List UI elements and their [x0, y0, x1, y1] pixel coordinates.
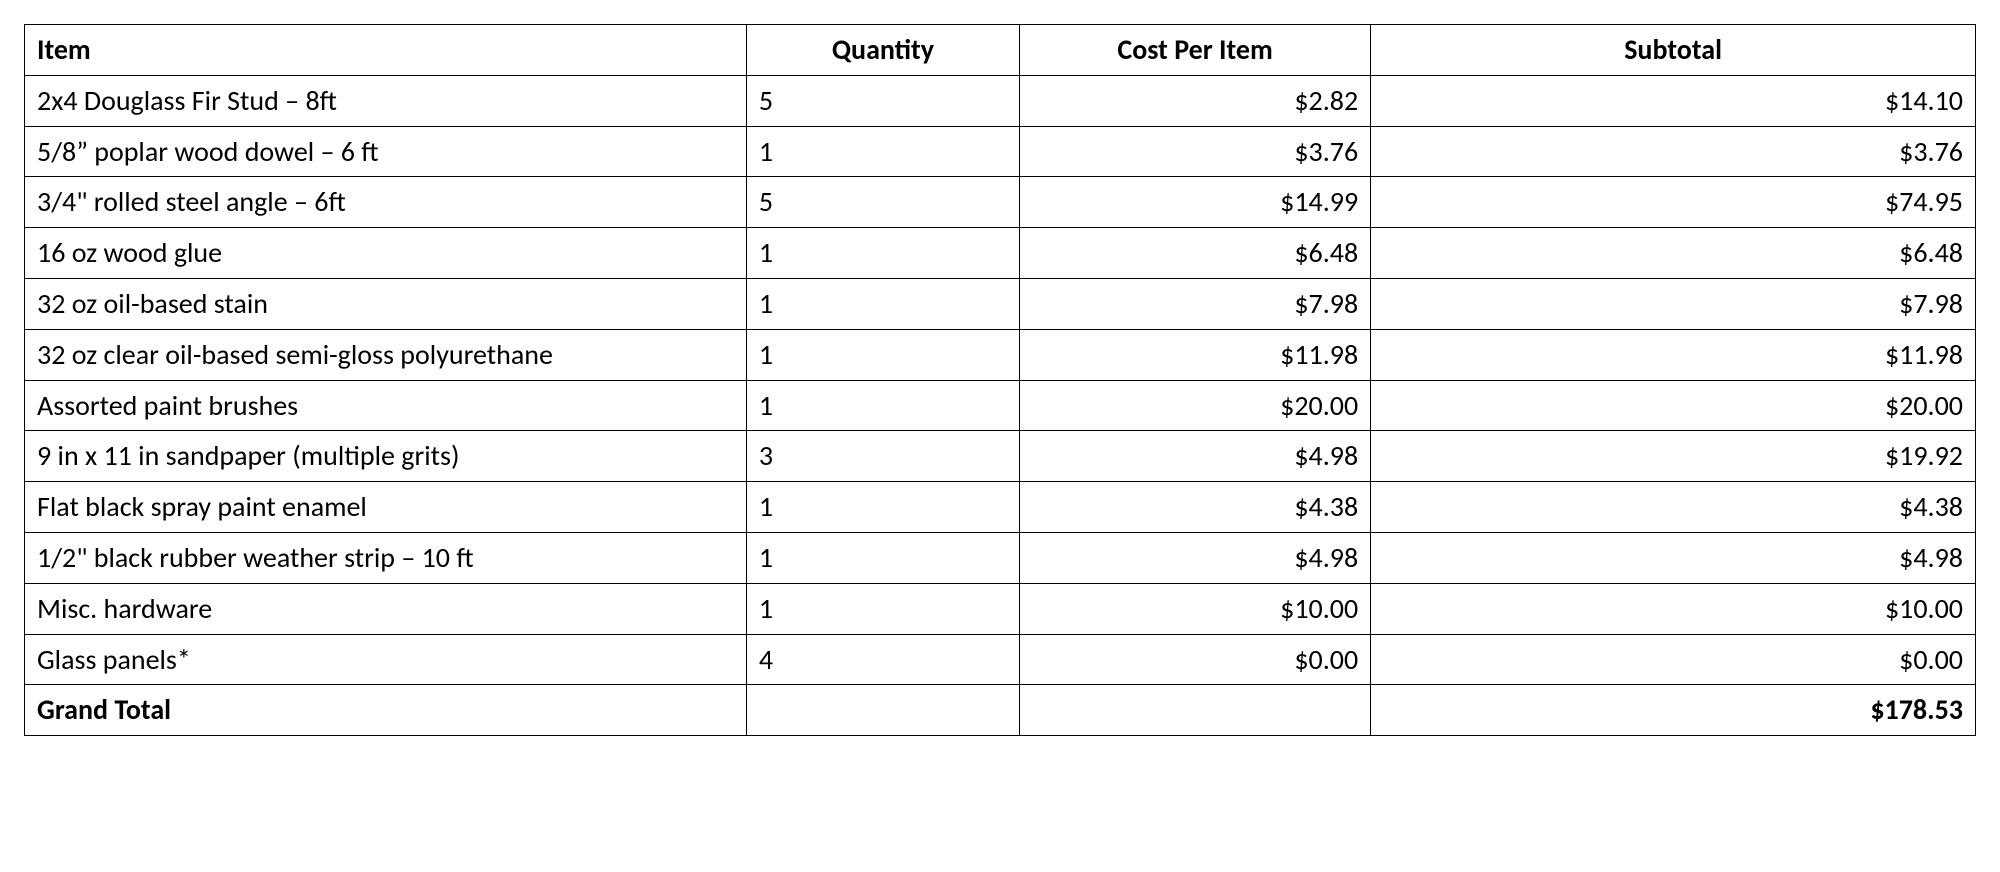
- cell-quantity: 5: [746, 75, 1019, 126]
- cell-subtotal: $10.00: [1371, 583, 1976, 634]
- grand-total-cost: [1020, 685, 1371, 736]
- cell-cost: $11.98: [1020, 329, 1371, 380]
- column-header-item: Item: [25, 25, 747, 76]
- cell-subtotal: $7.98: [1371, 278, 1976, 329]
- cell-cost: $10.00: [1020, 583, 1371, 634]
- table-row: 16 oz wood glue 1 $6.48 $6.48: [25, 228, 1976, 279]
- cell-subtotal: $20.00: [1371, 380, 1976, 431]
- table-row: 32 oz oil-based stain 1 $7.98 $7.98: [25, 278, 1976, 329]
- cell-quantity: 1: [746, 329, 1019, 380]
- column-header-quantity: Quantity: [746, 25, 1019, 76]
- cell-item: 32 oz oil-based stain: [25, 278, 747, 329]
- table-body: 2x4 Douglass Fir Stud – 8ft 5 $2.82 $14.…: [25, 75, 1976, 735]
- cell-cost: $7.98: [1020, 278, 1371, 329]
- table-row: 3/4" rolled steel angle – 6ft 5 $14.99 $…: [25, 177, 1976, 228]
- table-row: Glass panels* 4 $0.00 $0.00: [25, 634, 1976, 685]
- table-row: 9 in x 11 in sandpaper (multiple grits) …: [25, 431, 1976, 482]
- cell-subtotal: $19.92: [1371, 431, 1976, 482]
- table-row: Flat black spray paint enamel 1 $4.38 $4…: [25, 482, 1976, 533]
- cell-cost: $2.82: [1020, 75, 1371, 126]
- cell-item: 5/8” poplar wood dowel – 6 ft: [25, 126, 747, 177]
- grand-total-label: Grand Total: [25, 685, 747, 736]
- cell-quantity: 1: [746, 126, 1019, 177]
- cell-item: Assorted paint brushes: [25, 380, 747, 431]
- cell-subtotal: $4.38: [1371, 482, 1976, 533]
- cell-item: 16 oz wood glue: [25, 228, 747, 279]
- cell-item: Flat black spray paint enamel: [25, 482, 747, 533]
- cell-quantity: 5: [746, 177, 1019, 228]
- cell-cost: $4.98: [1020, 532, 1371, 583]
- cell-quantity: 1: [746, 278, 1019, 329]
- grand-total-qty: [746, 685, 1019, 736]
- table-row: Assorted paint brushes 1 $20.00 $20.00: [25, 380, 1976, 431]
- cell-item: 2x4 Douglass Fir Stud – 8ft: [25, 75, 747, 126]
- grand-total-subtotal: $178.53: [1371, 685, 1976, 736]
- materials-cost-table: Item Quantity Cost Per Item Subtotal 2x4…: [24, 24, 1976, 736]
- cell-cost: $14.99: [1020, 177, 1371, 228]
- cell-subtotal: $14.10: [1371, 75, 1976, 126]
- cell-cost: $20.00: [1020, 380, 1371, 431]
- cell-cost: $3.76: [1020, 126, 1371, 177]
- table-header-row: Item Quantity Cost Per Item Subtotal: [25, 25, 1976, 76]
- cell-item: 3/4" rolled steel angle – 6ft: [25, 177, 747, 228]
- cell-item: 9 in x 11 in sandpaper (multiple grits): [25, 431, 747, 482]
- cell-quantity: 1: [746, 532, 1019, 583]
- table-row: 32 oz clear oil-based semi-gloss polyure…: [25, 329, 1976, 380]
- cell-item: 1/2" black rubber weather strip – 10 ft: [25, 532, 747, 583]
- cell-subtotal: $74.95: [1371, 177, 1976, 228]
- grand-total-row: Grand Total $178.53: [25, 685, 1976, 736]
- cell-cost: $0.00: [1020, 634, 1371, 685]
- cell-subtotal: $0.00: [1371, 634, 1976, 685]
- column-header-subtotal: Subtotal: [1371, 25, 1976, 76]
- table-header: Item Quantity Cost Per Item Subtotal: [25, 25, 1976, 76]
- cell-quantity: 1: [746, 583, 1019, 634]
- table-row: 5/8” poplar wood dowel – 6 ft 1 $3.76 $3…: [25, 126, 1976, 177]
- cell-subtotal: $6.48: [1371, 228, 1976, 279]
- table-row: 2x4 Douglass Fir Stud – 8ft 5 $2.82 $14.…: [25, 75, 1976, 126]
- cell-cost: $6.48: [1020, 228, 1371, 279]
- cell-cost: $4.38: [1020, 482, 1371, 533]
- cell-quantity: 1: [746, 228, 1019, 279]
- column-header-cost-per-item: Cost Per Item: [1020, 25, 1371, 76]
- cell-subtotal: $4.98: [1371, 532, 1976, 583]
- table-row: Misc. hardware 1 $10.00 $10.00: [25, 583, 1976, 634]
- cell-item: Misc. hardware: [25, 583, 747, 634]
- cell-quantity: 3: [746, 431, 1019, 482]
- cell-quantity: 4: [746, 634, 1019, 685]
- table-row: 1/2" black rubber weather strip – 10 ft …: [25, 532, 1976, 583]
- cell-cost: $4.98: [1020, 431, 1371, 482]
- cell-quantity: 1: [746, 380, 1019, 431]
- cell-item: Glass panels*: [25, 634, 747, 685]
- cell-item: 32 oz clear oil-based semi-gloss polyure…: [25, 329, 747, 380]
- cell-subtotal: $11.98: [1371, 329, 1976, 380]
- cell-quantity: 1: [746, 482, 1019, 533]
- cell-subtotal: $3.76: [1371, 126, 1976, 177]
